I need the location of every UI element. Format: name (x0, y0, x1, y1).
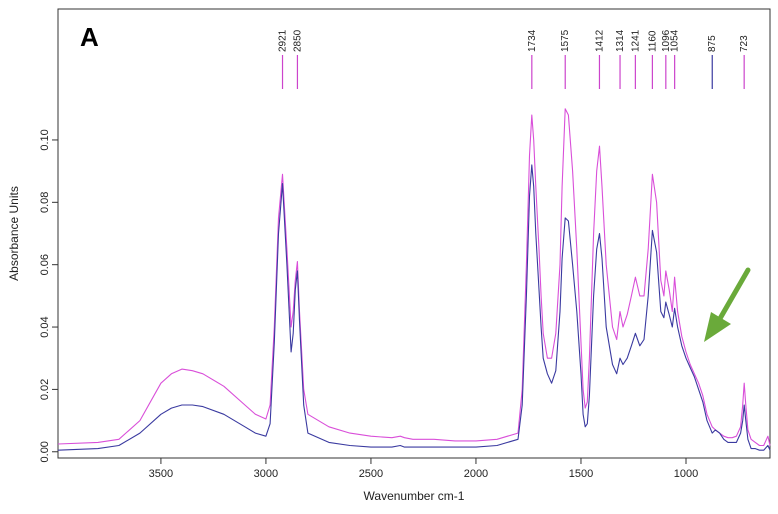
x-tick-label: 3500 (149, 468, 173, 480)
peak-label: 2850 (292, 29, 303, 52)
arrow-head (704, 312, 731, 342)
y-axis-title: Absorbance Units (7, 186, 21, 281)
x-tick-label: 1000 (674, 468, 698, 480)
x-axis-title: Wavenumber cm-1 (364, 489, 465, 503)
y-tick-label: 0.00 (39, 441, 51, 462)
peak-label: 1412 (594, 29, 605, 52)
x-axis: 3500 3000 2500 2000 1500 1000 (149, 458, 698, 480)
peak-label: 1734 (527, 29, 538, 52)
peak-label: 723 (739, 35, 750, 52)
y-axis: 0.00 0.02 0.04 0.06 0.08 0.10 (39, 129, 58, 462)
y-tick-label: 0.08 (39, 192, 51, 213)
peak-label: 1575 (560, 29, 571, 52)
x-tick-label: 2000 (464, 468, 488, 480)
peak-labels: 2921 2850 1734 1575 1412 1314 1241 1160 10961054… (278, 29, 750, 89)
y-tick-label: 0.04 (39, 316, 51, 337)
peak-label: 1096 (661, 29, 672, 52)
spectrum-series-2 (57, 164, 771, 451)
peak-label: 1054 (670, 29, 681, 52)
peak-label: 1314 (615, 29, 626, 52)
plot-frame (57, 8, 771, 459)
panel-label: A (80, 22, 99, 52)
x-tick-label: 2500 (359, 468, 383, 480)
spectrum-series-1 (57, 108, 771, 447)
green-arrow-annotation (704, 267, 751, 342)
x-tick-label: 1500 (569, 468, 593, 480)
peak-label: 875 (707, 35, 718, 52)
y-tick-label: 0.02 (39, 379, 51, 400)
y-tick-label: 0.06 (39, 254, 51, 275)
peak-label: 2921 (278, 29, 289, 52)
peak-label: 1241 (630, 29, 641, 52)
x-tick-label: 3000 (254, 468, 278, 480)
peak-label: 1160 (647, 30, 658, 52)
series-layer (57, 108, 771, 451)
arrow-shaft (715, 267, 751, 325)
y-tick-label: 0.10 (39, 129, 51, 150)
